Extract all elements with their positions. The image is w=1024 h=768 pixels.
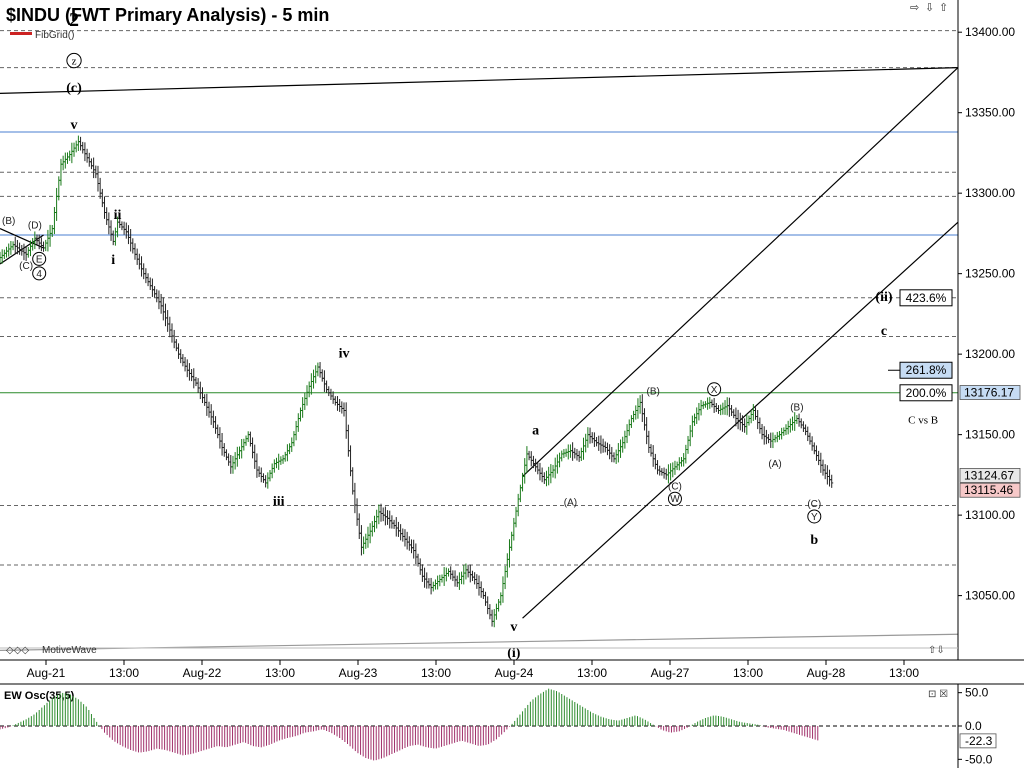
wave-label-9: ii: [114, 208, 122, 223]
wave-label-11: iv: [339, 346, 350, 361]
osc-window-icon[interactable]: ⊡ ☒: [928, 689, 948, 700]
horizontal-lines: [0, 30, 958, 566]
price-tag-2: [959, 482, 1021, 498]
osc-tick-label-0: 50.0: [965, 686, 989, 700]
x-tick-label-5: 13:00: [421, 666, 451, 680]
fib-box-1: [899, 361, 953, 379]
y-tick-label-7: 13400.00: [965, 25, 1015, 39]
x-tick-label-8: Aug-27: [651, 666, 690, 680]
scroll-left-icon[interactable]: ◇◇◇: [6, 645, 29, 656]
trend-line-0: [0, 67, 959, 94]
legend-swatch: [10, 32, 32, 35]
wave-label-circle-19: [667, 491, 682, 506]
y-tick-label-1: 13100.00: [965, 508, 1015, 522]
wave-label-circle-24: [807, 509, 822, 524]
wave-label-16: (A): [564, 497, 577, 508]
oscillator-bars: [0, 688, 958, 761]
wave-label-circle-8: [32, 266, 47, 281]
nav-arrows: ⇨ ⇩ ⇧: [910, 2, 948, 14]
wave-label-7: E: [36, 254, 43, 265]
wave-label-24: Y: [811, 512, 818, 523]
wave-label-27: c: [881, 324, 887, 339]
wave-label-21: (B): [790, 402, 803, 413]
wave-label-5: (D): [28, 221, 42, 232]
osc-tick-label-2: -50.0: [965, 752, 993, 766]
x-tick-label-11: 13:00: [889, 666, 919, 680]
wave-label-1: z: [72, 55, 77, 67]
price-tag-0: [959, 385, 1021, 400]
y-tick-label-4: 13250.00: [965, 267, 1015, 281]
price-axis: 13050.00 13100.00 13150.00 13200.00 13250.00…: [958, 25, 1015, 603]
up-icon[interactable]: ⇧: [939, 2, 948, 14]
osc-tick-label-1: 0.0: [965, 719, 982, 733]
wave-label-17: (B): [647, 386, 660, 397]
x-tick-label-9: 13:00: [733, 666, 763, 680]
wave-labels: 2z(c)v(B) (D)(C)E4iiiiviiiv(i)a(A)(B)(C)W…: [2, 9, 938, 661]
x-tick-label-3: 13:00: [265, 666, 295, 680]
x-tick-label-7: 13:00: [577, 666, 607, 680]
wave-label-19: W: [670, 494, 680, 505]
fib-label-1: 261.8%: [906, 363, 947, 377]
x-tick-label-1: 13:00: [109, 666, 139, 680]
wave-label-28: C vs B: [908, 414, 938, 426]
fib-levels: 423.6% 261.8% 200.0%: [888, 289, 953, 402]
down-icon[interactable]: ⇩: [925, 2, 934, 14]
trend-line-4: [0, 228, 44, 249]
wave-label-circle-1: [66, 52, 82, 69]
legend-label: FibGrid(): [35, 30, 74, 41]
wave-label-25: b: [810, 533, 818, 548]
fib-label-2: 200.0%: [906, 386, 947, 400]
wave-label-23: (C): [807, 499, 821, 510]
watermark: MotiveWave: [42, 645, 97, 656]
fib-box-2: [899, 384, 953, 402]
price-bars: [0, 135, 834, 628]
x-tick-label-6: Aug-24: [495, 666, 534, 680]
wave-label-0: 2: [69, 9, 79, 31]
zoom-icon[interactable]: ⇧⇩: [928, 645, 945, 656]
wave-label-circle-20: [707, 382, 722, 397]
trend-line-1: [522, 67, 959, 477]
price-tag-label-2: 13115.46: [964, 483, 1013, 497]
price-panel: [0, 0, 958, 660]
wave-label-10: i: [111, 253, 115, 268]
wave-label-6: (C): [19, 261, 33, 272]
fib-label-0: 423.6%: [906, 291, 947, 305]
y-tick-label-0: 13050.00: [965, 589, 1015, 603]
wave-label-15: a: [532, 424, 539, 439]
wave-label-4: (B): [2, 216, 15, 227]
osc-current-label: -22.3: [965, 734, 993, 748]
wave-label-3: v: [71, 118, 78, 133]
forward-icon[interactable]: ⇨: [910, 2, 919, 14]
price-tag-label-0: 13176.17: [964, 386, 1014, 400]
x-tick-label-10: Aug-28: [807, 666, 846, 680]
osc-axis: 50.0 0.0 -50.0 -22.3: [958, 686, 997, 766]
wave-label-22: (A): [768, 459, 781, 470]
price-tag-label-1: 13124.67: [964, 468, 1014, 482]
wave-label-26: (ii): [875, 290, 892, 305]
wave-label-2: (c): [66, 81, 82, 96]
wave-label-8: 4: [36, 269, 42, 280]
x-tick-label-0: Aug-21: [27, 666, 66, 680]
x-tick-label-4: Aug-23: [339, 666, 378, 680]
y-tick-label-3: 13200.00: [965, 347, 1015, 361]
osc-current-box: [959, 733, 997, 749]
y-tick-label-5: 13300.00: [965, 186, 1015, 200]
chart-title: $INDU (FWT Primary Analysis) - 5 min: [6, 5, 329, 25]
x-tick-label-2: Aug-22: [183, 666, 222, 680]
wave-label-13: v: [510, 620, 517, 635]
fib-box-0: [899, 289, 953, 307]
price-tag-1: [959, 468, 1021, 483]
wave-label-18: (C): [668, 481, 682, 492]
wave-label-circle-7: [32, 251, 47, 266]
osc-title: EW Osc(35,5): [4, 690, 75, 702]
y-tick-label-6: 13350.00: [965, 106, 1015, 120]
time-axis: Aug-21 13:00 Aug-22 13:00 Aug-23 13:00 Aug-24 1…: [27, 660, 919, 680]
wave-label-12: iii: [273, 494, 285, 509]
y-tick-label-2: 13150.00: [965, 428, 1015, 442]
wave-label-14: (i): [507, 646, 521, 661]
wave-label-20: X: [711, 385, 718, 396]
